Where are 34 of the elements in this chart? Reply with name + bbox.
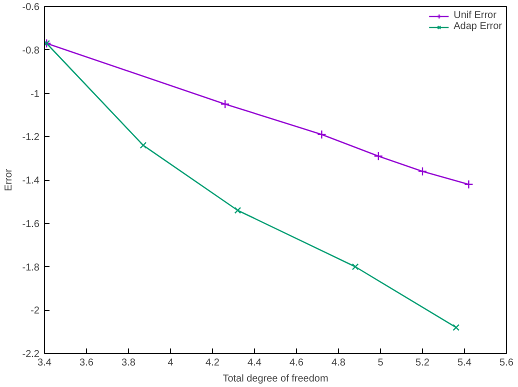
point [374,152,383,161]
point [140,142,147,149]
x-tick-label: 4.2 [206,358,220,368]
point [418,166,428,176]
x-tick-label: 5.6 [500,358,514,368]
y-tick-label: -1 [30,88,40,100]
x-tick-label: 3.8 [122,358,136,368]
y-tick-label: -2.2 [22,349,40,360]
point [352,263,359,270]
y-tick-label: -1.4 [22,176,40,186]
point [452,324,460,331]
x-tick-label: 3.4 [38,358,52,368]
legend-label: Adap Error [454,21,502,32]
point [220,99,230,109]
point [464,180,474,189]
x-tick-label: 4.4 [248,358,262,368]
x-tick-label: 5.2 [416,358,430,368]
y-tick-label: -1.6 [22,218,40,230]
point [317,130,326,140]
legend-label: Unif Error [454,10,496,21]
y-tick-label: -1.2 [22,132,40,144]
x-tick-label: 5 [378,358,384,368]
y-axis-title: Error [3,168,14,192]
x-axis-title: Total degree of freedom [222,374,328,384]
x-tick-label: 4 [168,358,174,368]
y-tick-label: -1.8 [22,262,40,274]
x-tick-label: 5.4 [458,358,472,368]
x-tick-label: 3.6 [80,358,94,368]
x-tick-label: 4.6 [290,358,304,368]
x-tick-label: 4.8 [332,358,346,368]
point [234,206,242,214]
y-tick-label: -2 [30,306,40,317]
y-tick-label: -0.8 [22,45,40,56]
y-tick-label: -0.6 [22,2,40,13]
